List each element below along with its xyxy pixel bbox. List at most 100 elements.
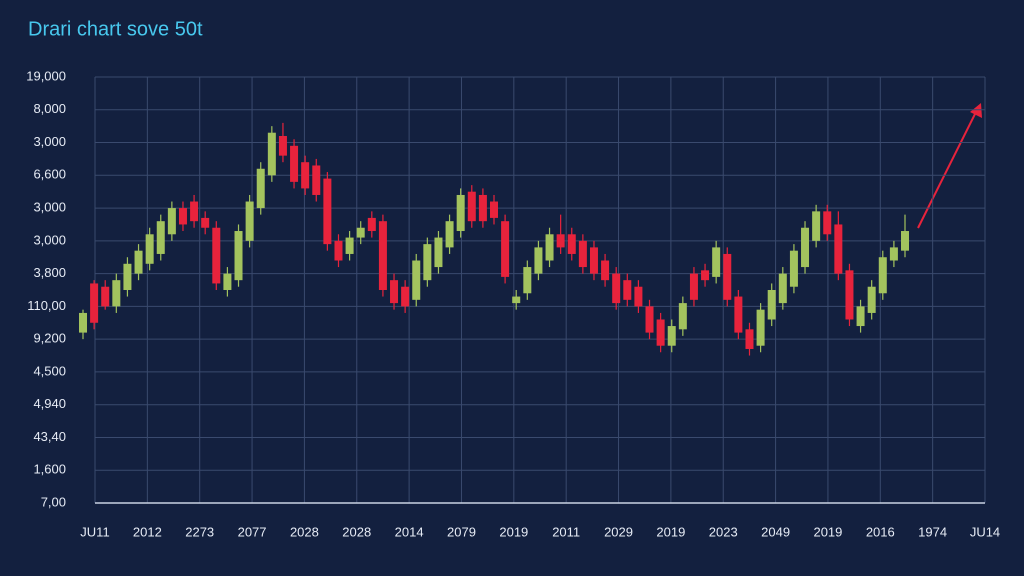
x-tick-label: 2028 [342,524,371,539]
candle-body [901,231,909,251]
candle-body [201,217,210,228]
candle-body [323,178,332,245]
candle-body [645,306,654,333]
candle-body [501,221,510,277]
candle-body [878,257,887,294]
candle-body [290,145,299,182]
candle-body [467,191,476,222]
candle-body [712,247,721,277]
candle-body [756,309,765,346]
candle-body [90,283,99,323]
candle-body [190,201,199,222]
x-tick-label: 2011 [552,524,580,539]
y-tick-label: 3,000 [33,134,66,149]
x-tick-label: JU11 [80,524,109,539]
candle-body [578,240,587,268]
candle-body [401,286,410,307]
candle-body [123,263,132,290]
candle-body [823,211,832,235]
y-tick-label: 8,000 [33,101,66,116]
candle-body [390,280,399,304]
y-tick-label: 3,800 [33,265,66,280]
candle-body [490,201,498,218]
candle-body [812,211,821,241]
candle-body [234,231,243,281]
candle-body [856,306,865,327]
candle-body [801,227,810,268]
candle-body [889,247,898,261]
x-tick-label: 2028 [290,524,319,539]
y-tick-label: 110,00 [27,298,66,313]
candle-body [867,286,876,313]
candle-body [567,234,576,254]
candle-body [156,221,165,254]
x-tick-label: 2016 [866,524,895,539]
candle-body [767,290,776,320]
y-tick-label: 7,00 [41,494,66,509]
y-tick-label: 9,200 [33,331,66,346]
x-tick-label: 2019 [499,524,528,539]
x-tick-label: 2029 [604,524,633,539]
candle-body [301,162,310,189]
chart-title: Drari chart sove 50t [28,18,203,40]
candle-body [678,303,687,330]
y-tick-label: 4,940 [33,396,66,411]
candle-body [845,270,854,320]
candle-body [723,253,732,300]
candle-body [523,267,532,294]
candle-body [378,221,387,290]
candle-body [834,224,843,274]
candle-body [278,135,287,156]
candle-body [623,280,632,300]
candle-body [612,273,621,304]
candle-body [134,250,143,274]
x-tick-label: 2049 [761,524,790,539]
candle-body [601,260,610,281]
y-tick-label: 1,600 [33,462,66,477]
x-tick-label: JU14 [970,524,1000,539]
y-tick-label: 6,600 [33,167,66,182]
candle-body [245,201,254,241]
candle-body [667,326,676,346]
candle-body [656,319,665,346]
candle-body [778,273,787,304]
candle-body [534,247,543,274]
candle-body [223,273,232,290]
candle-body [167,208,176,235]
candle-body [367,217,376,232]
candle-body [145,234,154,264]
candle-body [178,208,187,225]
y-tick-label: 19,000 [26,68,66,83]
y-tick-label: 43,40 [33,429,66,444]
candle-body [745,329,754,349]
candle-body [256,168,265,209]
candle-body [478,194,487,222]
candle-body [101,286,110,307]
candle-body [556,234,565,248]
x-tick-label: 2273 [185,524,214,539]
candle-body [701,270,710,281]
candle-body [334,240,343,261]
candle-body [356,227,365,238]
candle-body [734,296,743,333]
x-tick-label: 2014 [395,524,424,539]
candle-body [212,227,221,284]
trend-arrow [917,111,977,229]
y-tick-label: 3,000 [33,232,66,247]
candle-body [689,273,698,300]
arrow-head [970,103,982,118]
candle-body [434,237,443,268]
x-tick-label: 2023 [709,524,738,539]
candle-body [545,234,554,261]
candle-body [634,286,643,307]
x-tick-label: 2079 [447,524,476,539]
candle-body [312,165,321,195]
x-tick-label: 2019 [813,524,842,539]
x-tick-label: 2019 [656,524,685,539]
candle-body [79,312,87,333]
candle-body [112,280,121,307]
x-tick-label: 2077 [238,524,267,539]
candle-body [445,221,454,248]
candle-body [423,244,432,281]
